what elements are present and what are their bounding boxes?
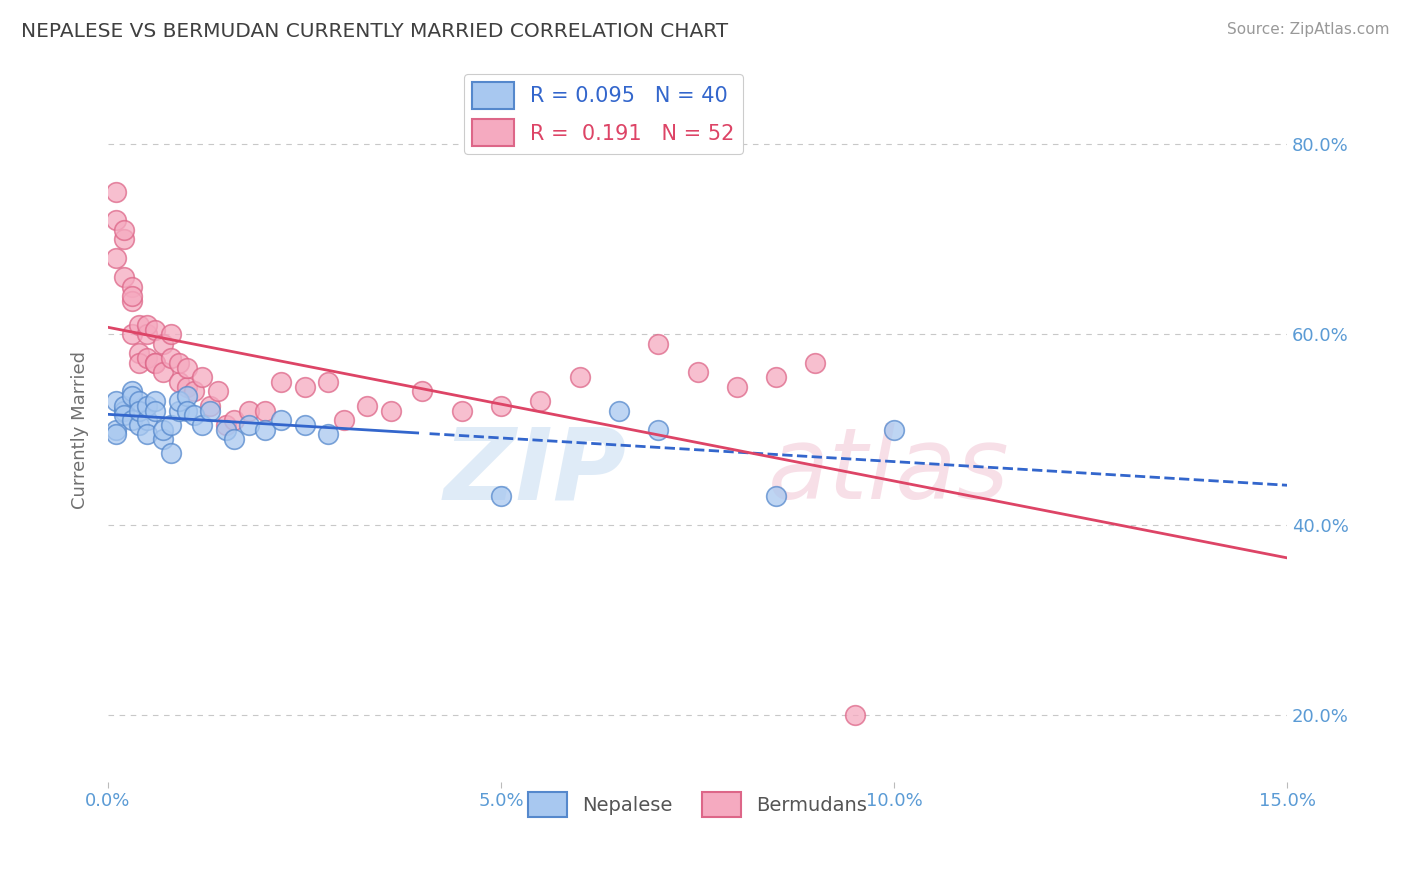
Point — [128, 403, 150, 417]
Point — [568, 370, 591, 384]
Point — [222, 413, 245, 427]
Point — [215, 417, 238, 432]
Point — [207, 384, 229, 399]
Point — [222, 432, 245, 446]
Point — [647, 423, 669, 437]
Point — [176, 389, 198, 403]
Point — [143, 403, 166, 417]
Point — [160, 417, 183, 432]
Point — [121, 289, 143, 303]
Point — [191, 370, 214, 384]
Point — [215, 423, 238, 437]
Point — [804, 356, 827, 370]
Point — [152, 366, 174, 380]
Point — [104, 427, 127, 442]
Point — [270, 413, 292, 427]
Point — [128, 394, 150, 409]
Point — [121, 389, 143, 403]
Point — [294, 380, 316, 394]
Point — [765, 489, 787, 503]
Point — [238, 417, 260, 432]
Point — [647, 337, 669, 351]
Point — [136, 327, 159, 342]
Point — [160, 351, 183, 366]
Point — [254, 403, 277, 417]
Point — [128, 417, 150, 432]
Point — [356, 399, 378, 413]
Point — [143, 394, 166, 409]
Point — [160, 446, 183, 460]
Point — [152, 337, 174, 351]
Point — [143, 323, 166, 337]
Point — [489, 489, 512, 503]
Point — [607, 403, 630, 417]
Point — [112, 409, 135, 423]
Point — [198, 399, 221, 413]
Point — [529, 394, 551, 409]
Point — [883, 423, 905, 437]
Point — [136, 413, 159, 427]
Point — [152, 432, 174, 446]
Point — [121, 327, 143, 342]
Point — [167, 403, 190, 417]
Point — [167, 375, 190, 389]
Point — [450, 403, 472, 417]
Point — [104, 423, 127, 437]
Point — [198, 403, 221, 417]
Point — [316, 427, 339, 442]
Point — [411, 384, 433, 399]
Point — [316, 375, 339, 389]
Text: ZIP: ZIP — [444, 424, 627, 520]
Point — [143, 356, 166, 370]
Point — [176, 380, 198, 394]
Point — [121, 280, 143, 294]
Point — [136, 318, 159, 332]
Y-axis label: Currently Married: Currently Married — [72, 351, 89, 508]
Point — [136, 399, 159, 413]
Point — [128, 346, 150, 360]
Text: NEPALESE VS BERMUDAN CURRENTLY MARRIED CORRELATION CHART: NEPALESE VS BERMUDAN CURRENTLY MARRIED C… — [21, 22, 728, 41]
Point — [160, 327, 183, 342]
Legend: Nepalese, Bermudans: Nepalese, Bermudans — [520, 784, 875, 825]
Point — [121, 413, 143, 427]
Point — [104, 394, 127, 409]
Point — [112, 232, 135, 246]
Point — [765, 370, 787, 384]
Point — [152, 423, 174, 437]
Text: atlas: atlas — [768, 424, 1010, 520]
Point — [128, 356, 150, 370]
Point — [183, 409, 205, 423]
Point — [112, 223, 135, 237]
Point — [143, 356, 166, 370]
Point — [380, 403, 402, 417]
Point — [176, 360, 198, 375]
Point — [112, 399, 135, 413]
Point — [686, 366, 709, 380]
Point — [725, 380, 748, 394]
Point — [128, 318, 150, 332]
Point — [333, 413, 356, 427]
Point — [112, 403, 135, 417]
Text: Source: ZipAtlas.com: Source: ZipAtlas.com — [1226, 22, 1389, 37]
Point — [121, 294, 143, 309]
Point — [270, 375, 292, 389]
Point — [136, 427, 159, 442]
Point — [104, 185, 127, 199]
Point — [238, 403, 260, 417]
Point — [136, 351, 159, 366]
Point — [121, 384, 143, 399]
Point — [183, 384, 205, 399]
Point — [167, 356, 190, 370]
Point — [112, 270, 135, 285]
Point — [167, 394, 190, 409]
Point — [104, 252, 127, 266]
Point — [254, 423, 277, 437]
Point — [104, 213, 127, 227]
Point — [191, 417, 214, 432]
Point — [489, 399, 512, 413]
Point — [176, 403, 198, 417]
Point — [294, 417, 316, 432]
Point — [844, 708, 866, 723]
